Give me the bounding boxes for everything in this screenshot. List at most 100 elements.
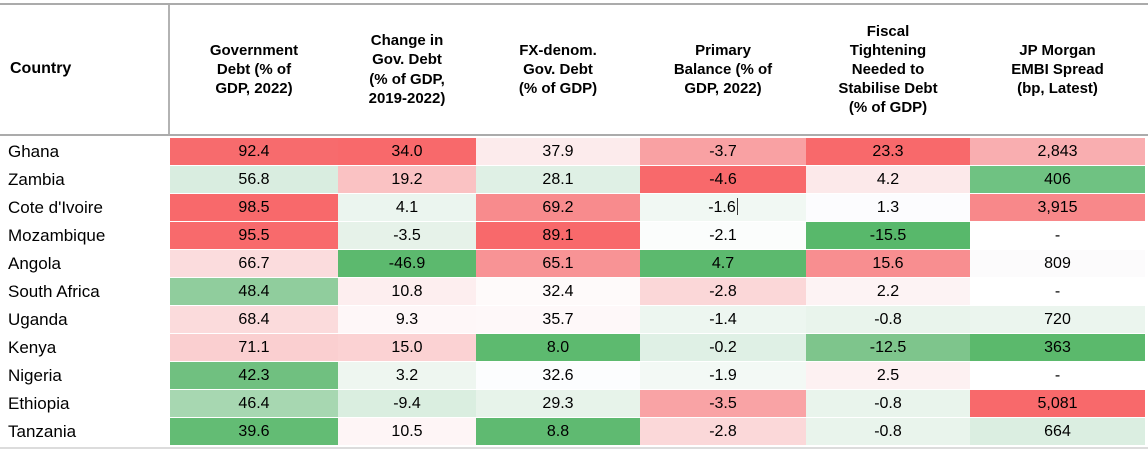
table-row: Kenya 71.1 15.0 8.0 -0.2 -12.5 363 [0, 334, 1148, 361]
value-cell[interactable]: 98.5 [170, 194, 338, 221]
value-cell[interactable]: 4.7 [640, 250, 806, 277]
table-header-row: Country Government Debt (% of GDP, 2022)… [0, 5, 1148, 134]
value-cell[interactable]: -1.9 [640, 362, 806, 389]
value-cell[interactable]: -46.9 [338, 250, 476, 277]
table-bottom-border [0, 447, 1148, 449]
value-cell[interactable]: -2.8 [640, 278, 806, 305]
value-cell[interactable]: 68.4 [170, 306, 338, 333]
country-cell[interactable]: Angola [0, 250, 170, 277]
value-cell[interactable]: 2.5 [806, 362, 970, 389]
value-cell[interactable]: 42.3 [170, 362, 338, 389]
value-cell[interactable]: - [970, 278, 1145, 305]
table-row: Uganda 68.4 9.3 35.7 -1.4 -0.8 720 [0, 306, 1148, 333]
table-body: Ghana 92.4 34.0 37.9 -3.7 23.3 2,843 Zambia 56.8… [0, 138, 1148, 446]
value-cell[interactable]: 3,915 [970, 194, 1145, 221]
value-cell[interactable]: 3.2 [338, 362, 476, 389]
value-cell[interactable]: -0.8 [806, 306, 970, 333]
value-cell[interactable]: 9.3 [338, 306, 476, 333]
value-cell[interactable]: -12.5 [806, 334, 970, 361]
text-cursor [736, 197, 738, 215]
country-cell[interactable]: South Africa [0, 278, 170, 305]
value-cell[interactable]: 71.1 [170, 334, 338, 361]
value-cell[interactable]: 2.2 [806, 278, 970, 305]
value-cell[interactable]: -0.8 [806, 390, 970, 417]
header-country: Country [10, 60, 72, 78]
value-cell[interactable]: 65.1 [476, 250, 640, 277]
country-cell[interactable]: Tanzania [0, 418, 170, 445]
value-cell[interactable]: 56.8 [170, 166, 338, 193]
value-cell[interactable]: -3.5 [338, 222, 476, 249]
value-cell[interactable]: 10.8 [338, 278, 476, 305]
value-cell[interactable]: 406 [970, 166, 1145, 193]
value-cell[interactable]: -0.2 [640, 334, 806, 361]
header-fx-denom-gov-debt: FX-denom. Gov. Debt (% of GDP) [518, 41, 598, 98]
value-cell[interactable]: 32.6 [476, 362, 640, 389]
value-cell[interactable]: 8.0 [476, 334, 640, 361]
table-row: Ethiopia 46.4 -9.4 29.3 -3.5 -0.8 5,081 [0, 390, 1148, 417]
value-cell[interactable]: 8.8 [476, 418, 640, 445]
value-cell[interactable]: 46.4 [170, 390, 338, 417]
value-cell[interactable]: 10.5 [338, 418, 476, 445]
country-cell[interactable]: Nigeria [0, 362, 170, 389]
value-cell[interactable]: -2.8 [640, 418, 806, 445]
value-cell[interactable]: 28.1 [476, 166, 640, 193]
value-cell[interactable]: 23.3 [806, 138, 970, 165]
value-cell[interactable]: 720 [970, 306, 1145, 333]
value-cell[interactable]: 19.2 [338, 166, 476, 193]
value-cell[interactable]: 664 [970, 418, 1145, 445]
value-cell[interactable]: 92.4 [170, 138, 338, 165]
country-cell[interactable]: Ghana [0, 138, 170, 165]
country-cell[interactable]: Uganda [0, 306, 170, 333]
value-cell[interactable]: 32.4 [476, 278, 640, 305]
country-cell[interactable]: Cote d'Ivoire [0, 194, 170, 221]
header-primary-balance: Primary Balance (% of GDP, 2022) [673, 41, 773, 98]
value-cell[interactable]: 39.6 [170, 418, 338, 445]
header-bottom-border [0, 134, 1148, 136]
header-jp-morgan-embi-spread: JP Morgan EMBI Spread (bp, Latest) [1011, 41, 1104, 98]
value-cell[interactable]: 35.7 [476, 306, 640, 333]
value-cell[interactable]: -1.6 [640, 194, 806, 221]
table-row: Angola 66.7 -46.9 65.1 4.7 15.6 809 [0, 250, 1148, 277]
value-cell[interactable]: -15.5 [806, 222, 970, 249]
value-cell[interactable]: - [970, 222, 1145, 249]
value-cell[interactable]: 15.0 [338, 334, 476, 361]
table-row: Nigeria 42.3 3.2 32.6 -1.9 2.5- [0, 362, 1148, 389]
country-cell[interactable]: Zambia [0, 166, 170, 193]
table-row: Mozambique 95.5 -3.5 89.1 -2.1 -15.5- [0, 222, 1148, 249]
value-cell[interactable]: -1.4 [640, 306, 806, 333]
table-row: Cote d'Ivoire 98.5 4.1 69.2 -1.6 1.3 3,915 [0, 194, 1148, 221]
table-row: Ghana 92.4 34.0 37.9 -3.7 23.3 2,843 [0, 138, 1148, 165]
value-cell[interactable]: 95.5 [170, 222, 338, 249]
table-top-border [0, 3, 1148, 5]
value-cell[interactable]: 37.9 [476, 138, 640, 165]
value-cell[interactable]: -0.8 [806, 418, 970, 445]
value-cell[interactable]: 809 [970, 250, 1145, 277]
value-cell[interactable]: -4.6 [640, 166, 806, 193]
table-row: Zambia 56.8 19.2 28.1 -4.6 4.2 406 [0, 166, 1148, 193]
table-row: Tanzania 39.6 10.5 8.8 -2.8 -0.8 664 [0, 418, 1148, 445]
value-cell[interactable]: -3.5 [640, 390, 806, 417]
value-cell[interactable]: 2,843 [970, 138, 1145, 165]
value-cell[interactable]: 5,081 [970, 390, 1145, 417]
value-cell[interactable]: 66.7 [170, 250, 338, 277]
country-cell[interactable]: Mozambique [0, 222, 170, 249]
header-column-divider [168, 5, 170, 134]
value-cell[interactable]: 48.4 [170, 278, 338, 305]
value-cell[interactable]: - [970, 362, 1145, 389]
country-cell[interactable]: Ethiopia [0, 390, 170, 417]
country-cell[interactable]: Kenya [0, 334, 170, 361]
value-cell[interactable]: 69.2 [476, 194, 640, 221]
value-cell[interactable]: 89.1 [476, 222, 640, 249]
value-cell[interactable]: 363 [970, 334, 1145, 361]
value-cell[interactable]: -2.1 [640, 222, 806, 249]
value-cell[interactable]: 34.0 [338, 138, 476, 165]
value-cell[interactable]: 4.1 [338, 194, 476, 221]
value-cell[interactable]: 4.2 [806, 166, 970, 193]
value-cell[interactable]: 15.6 [806, 250, 970, 277]
value-cell[interactable]: -3.7 [640, 138, 806, 165]
value-cell[interactable]: 1.3 [806, 194, 970, 221]
value-cell[interactable]: -9.4 [338, 390, 476, 417]
table-row: South Africa 48.4 10.8 32.4 -2.8 2.2- [0, 278, 1148, 305]
value-cell[interactable]: 29.3 [476, 390, 640, 417]
